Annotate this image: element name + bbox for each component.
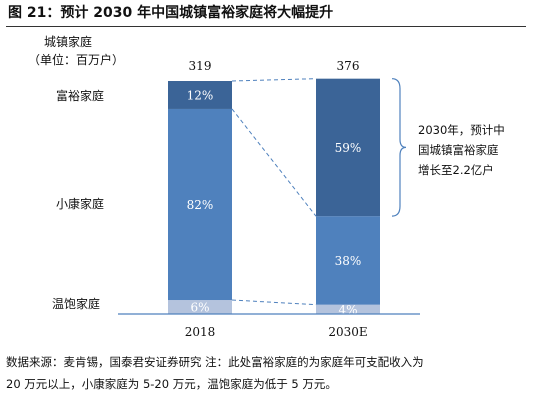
dashed-connector-0: [231, 299, 317, 306]
bar-segment-0-0: [168, 300, 232, 314]
bar-segment-1-1: [316, 216, 380, 305]
bar-total-label-1: 376: [337, 59, 360, 73]
annotation-line-1: 国城镇富裕家庭: [418, 143, 499, 157]
bar-total-label-0: 319: [189, 59, 212, 73]
category-label-middle: 小康家庭: [56, 197, 105, 211]
source-line-1: 数据来源：麦肯锡，国泰君安证券研究 注：此处富裕家庭的为家庭年可支配收入为: [6, 355, 424, 369]
bar-value-label-0-1: 82%: [187, 198, 214, 212]
bar-value-label-1-0: 4%: [338, 303, 357, 317]
category-label-basic: 温饱家庭: [52, 297, 101, 311]
annotation-line-2: 增长至2.2亿户: [418, 163, 494, 177]
y-header-line1: 城镇家庭: [44, 35, 93, 49]
x-tick-label-0: 2018: [185, 325, 216, 339]
bar-segment-0-2: [168, 81, 232, 109]
bar-value-label-1-2: 59%: [335, 141, 362, 155]
bar-segment-1-2: [316, 78, 380, 217]
chart-title: 图 21：预计 2030 年中国城镇富裕家庭将大幅提升: [8, 5, 334, 21]
category-label-wealthy: 富裕家庭: [56, 89, 105, 103]
dashed-connector-1: [231, 108, 317, 217]
bar-value-label-0-2: 12%: [187, 88, 214, 102]
bar-segment-0-1: [168, 108, 232, 301]
bar-value-label-0-0: 6%: [190, 301, 209, 315]
title-divider: [6, 26, 526, 27]
x-tick-label-1: 2030E: [328, 325, 367, 339]
annotation-bracket: [391, 78, 407, 217]
bar-segment-1-0: [316, 304, 380, 314]
bar-value-label-1-1: 38%: [335, 254, 362, 268]
y-header-unit: （单位：百万户）: [28, 53, 125, 67]
annotation-line-0: 2030年，预计中: [418, 123, 505, 137]
source-line-2: 20 万元以上，小康家庭为 5-20 万元，温饱家庭为低于 5 万元。: [6, 377, 337, 391]
source-note: 数据来源：麦肯锡，国泰君安证券研究 注：此处富裕家庭的为家庭年可支配收入为 20…: [6, 351, 526, 395]
dashed-connector-2: [231, 78, 317, 82]
